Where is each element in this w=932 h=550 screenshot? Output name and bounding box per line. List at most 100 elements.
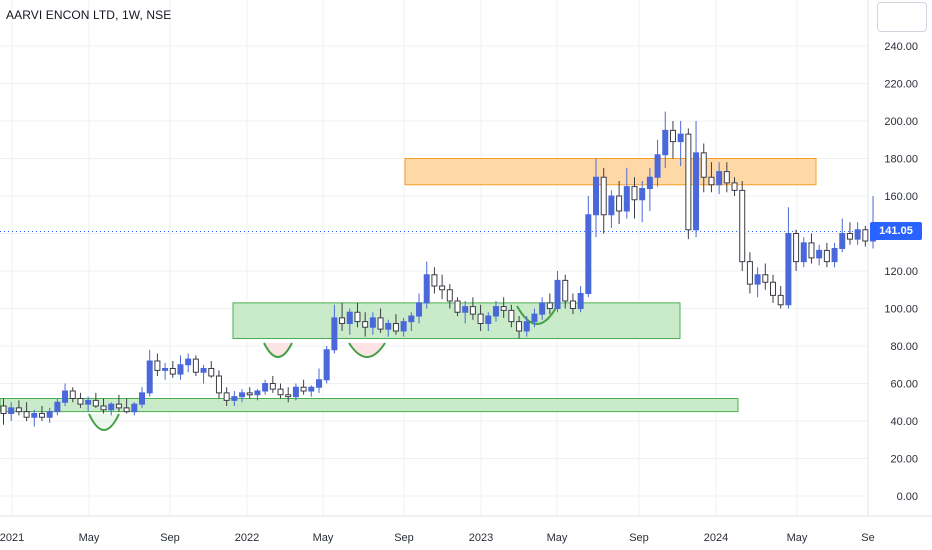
- candle-body: [362, 321, 369, 328]
- candle-body: [100, 405, 107, 411]
- candle-body: [369, 317, 376, 328]
- candle-body: [408, 315, 415, 323]
- candle-body: [223, 392, 230, 401]
- x-tick-label: 2021: [0, 532, 24, 544]
- y-tick-label: 200.00: [884, 116, 918, 128]
- candle-body: [62, 390, 69, 403]
- candle-body: [708, 176, 715, 186]
- candle-body: [462, 306, 469, 313]
- y-tick-label: 100.00: [884, 304, 918, 316]
- candle-body: [616, 195, 623, 212]
- x-tick-label: 2022: [235, 532, 259, 544]
- x-tick-label: Sep: [629, 532, 649, 544]
- candle-body: [38, 413, 45, 418]
- candle-body: [823, 249, 830, 263]
- candle-body: [516, 321, 523, 332]
- candle-body: [331, 317, 338, 351]
- candle-body: [700, 152, 707, 178]
- candle-body: [92, 399, 99, 407]
- candle-body: [731, 182, 738, 191]
- candle-body: [277, 388, 284, 396]
- x-tick-label: May: [79, 532, 100, 544]
- candle-body: [746, 261, 753, 285]
- last-price-tag: 141.05: [870, 222, 922, 240]
- candle-body: [770, 281, 776, 296]
- candle-body: [485, 315, 492, 324]
- candle-body: [377, 317, 384, 330]
- candle-body: [169, 368, 176, 375]
- bottom-arc: [263, 342, 293, 358]
- candle-body: [69, 390, 76, 399]
- candle-body: [831, 248, 838, 263]
- candle-body: [431, 274, 438, 287]
- candle-body: [162, 368, 169, 371]
- candle-body: [208, 368, 215, 377]
- candle-body: [785, 233, 792, 306]
- candle-body: [400, 321, 407, 332]
- candle-body: [239, 392, 246, 398]
- candle-body: [716, 171, 723, 186]
- candle-body: [285, 394, 292, 398]
- candle-body: [500, 306, 507, 311]
- y-tick-label: 120.00: [884, 266, 918, 278]
- x-tick-label: May: [787, 532, 808, 544]
- candle-body: [300, 386, 307, 392]
- candle-body: [639, 188, 646, 201]
- candle-body: [454, 300, 461, 313]
- bottom-arc: [348, 342, 386, 358]
- y-tick-label: 220.00: [884, 79, 918, 91]
- candle-body: [492, 306, 499, 317]
- candle-body: [315, 379, 322, 388]
- candle-body: [539, 302, 546, 315]
- y-tick-label: 80.00: [890, 341, 918, 353]
- candle-body: [600, 176, 607, 216]
- candle-body: [292, 386, 299, 398]
- candle-body: [800, 242, 807, 263]
- candle-body: [177, 364, 184, 375]
- candle-body: [546, 302, 553, 309]
- candle-body: [416, 302, 423, 317]
- candle-body: [531, 313, 538, 323]
- x-tick-label: May: [313, 532, 334, 544]
- candle-body: [231, 396, 238, 401]
- candle-body: [608, 195, 615, 216]
- candle-body: [269, 383, 276, 390]
- candle-body: [469, 306, 476, 315]
- candle-body: [46, 411, 53, 418]
- candle-body: [323, 349, 330, 381]
- candle-body: [23, 411, 30, 418]
- x-tick-label: May: [547, 532, 568, 544]
- candle-body: [739, 189, 746, 263]
- candle-body: [354, 311, 361, 323]
- candle-body: [862, 229, 869, 242]
- candle-body: [646, 176, 653, 189]
- candle-body: [154, 360, 161, 371]
- candle-body: [677, 133, 684, 143]
- candle-body: [585, 214, 592, 294]
- candle-body: [77, 398, 84, 405]
- supply-zone: [404, 158, 817, 186]
- candle-body: [439, 285, 446, 291]
- bottom-arc: [88, 413, 120, 431]
- candle-body: [54, 401, 61, 413]
- x-tick-label: Sep: [160, 532, 180, 544]
- y-tick-label: 0.00: [897, 491, 918, 503]
- candle-body: [215, 375, 222, 394]
- candle-body: [108, 403, 115, 411]
- candle-body: [85, 399, 92, 405]
- candle-body: [131, 403, 138, 413]
- candle-body: [200, 368, 207, 373]
- candle-body: [593, 176, 600, 216]
- candle-body: [139, 392, 146, 405]
- candle-body: [423, 274, 430, 304]
- candle-body: [523, 321, 530, 332]
- candle-body: [123, 407, 130, 413]
- y-axis: 0.0020.0040.0060.0080.00100.00120.00140.…: [884, 41, 918, 503]
- candle-body: [346, 311, 353, 324]
- candle-body: [654, 154, 661, 178]
- y-tick-label: 20.00: [890, 454, 918, 466]
- candle-body: [693, 152, 700, 231]
- scale-settings-button[interactable]: [877, 2, 927, 32]
- candle-body: [685, 133, 692, 231]
